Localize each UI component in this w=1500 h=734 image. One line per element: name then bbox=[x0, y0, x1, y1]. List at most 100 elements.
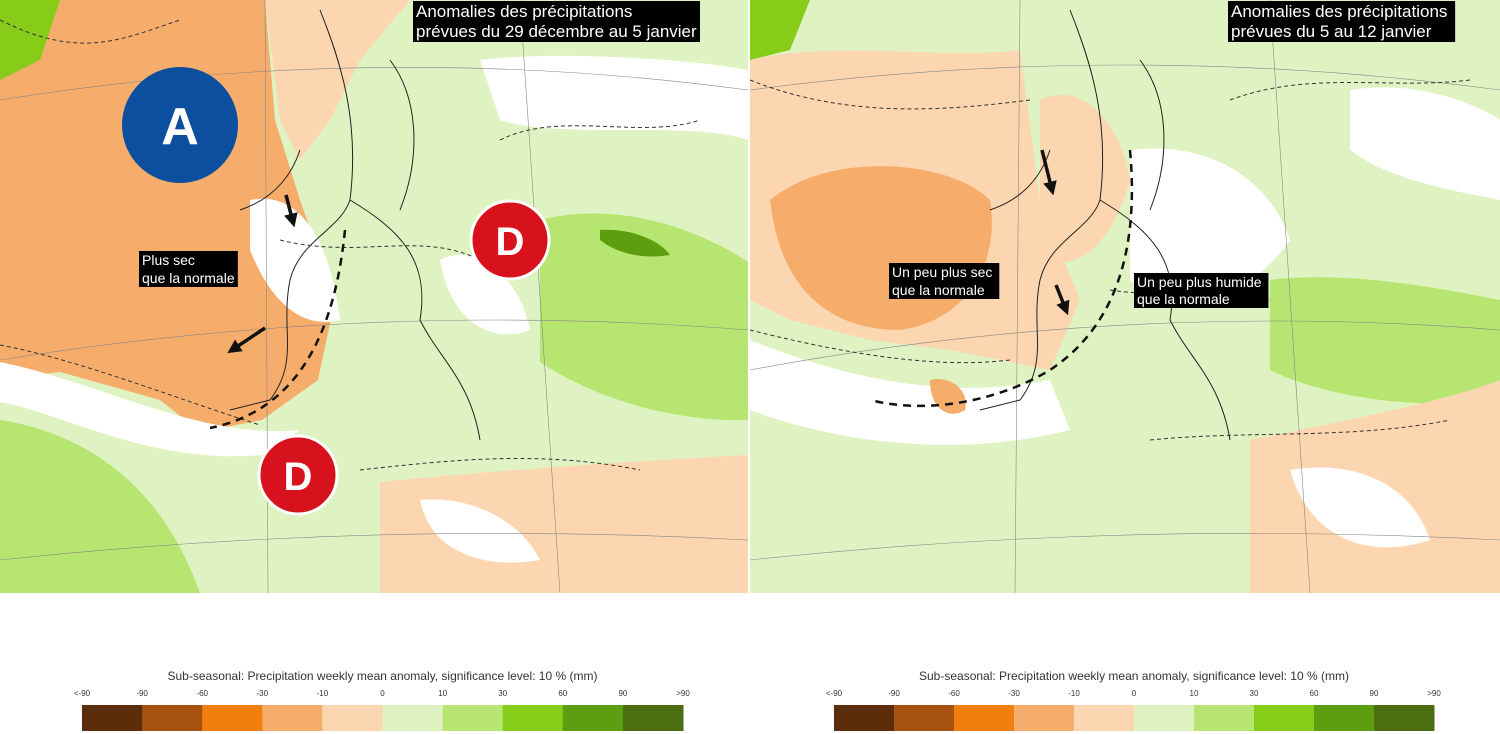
neutral-area bbox=[1350, 87, 1500, 200]
colorbar-label: -30 bbox=[1008, 689, 1020, 698]
map-title: Anomalies des précipitations prévues du … bbox=[1231, 2, 1452, 41]
colorbar-swatch bbox=[202, 705, 263, 731]
dashed-arc bbox=[869, 149, 1134, 408]
colorbar-legend: Sub-seasonal: Precipitation weekly mean … bbox=[826, 669, 1441, 731]
graticule bbox=[750, 0, 1500, 593]
colorbar-swatch bbox=[502, 705, 564, 731]
colorbar-label: -60 bbox=[948, 689, 960, 698]
colorbar-label: <-90 bbox=[74, 689, 91, 698]
colorbar-swatch bbox=[1014, 705, 1075, 731]
pressure-label: A bbox=[161, 98, 199, 156]
colorbar-label: 10 bbox=[438, 689, 447, 698]
colorbar-swatch bbox=[1074, 705, 1135, 731]
colorbar-label: 30 bbox=[1250, 689, 1259, 698]
colorbar-swatch bbox=[1254, 705, 1315, 731]
arrow bbox=[1040, 149, 1057, 196]
colorbar-label: -60 bbox=[196, 689, 208, 698]
label-box bbox=[139, 251, 238, 287]
title-line: prévues du 29 décembre au 5 janvier bbox=[416, 22, 697, 41]
colorbar-swatch bbox=[442, 705, 504, 731]
pressure-symbol bbox=[469, 199, 551, 281]
pressure-symbol bbox=[257, 434, 339, 516]
legend-title: Sub-seasonal: Precipitation weekly mean … bbox=[168, 669, 598, 683]
pressure-label: D bbox=[284, 455, 313, 499]
annotation: Un peu plus humide que la normale bbox=[1137, 274, 1265, 307]
colorbar-label: -90 bbox=[136, 689, 148, 698]
map-title: Anomalies des précipitations prévues du … bbox=[416, 2, 697, 41]
neutral-area bbox=[750, 340, 1070, 445]
wet-area bbox=[600, 229, 670, 257]
annotation-line: Plus sec bbox=[142, 252, 195, 268]
title-line: Anomalies des précipitations bbox=[416, 2, 632, 21]
colorbar-label: 60 bbox=[558, 689, 567, 698]
coastline bbox=[979, 9, 1231, 441]
dry-area bbox=[380, 455, 748, 593]
coastline bbox=[229, 9, 481, 441]
colorbar-label: -10 bbox=[1068, 689, 1080, 698]
wet-area bbox=[0, 0, 60, 80]
colorbar-swatch bbox=[1194, 705, 1255, 731]
wet-area bbox=[750, 0, 810, 60]
colorbar-swatch bbox=[1314, 705, 1375, 731]
legends: Sub-seasonal: Precipitation weekly mean … bbox=[74, 669, 1441, 731]
colorbar-swatch bbox=[894, 705, 955, 731]
colorbar-swatch bbox=[382, 705, 444, 731]
annotation-line: Un peu plus sec bbox=[892, 264, 992, 280]
map-panel: Un peu plus sec que la normale Un peu pl… bbox=[750, 0, 1500, 593]
annotation-line: Un peu plus humide bbox=[1137, 274, 1262, 290]
colorbar-label: -10 bbox=[317, 689, 329, 698]
colorbar-label: 30 bbox=[498, 689, 507, 698]
arrow bbox=[284, 194, 298, 228]
colorbar-label: <-90 bbox=[826, 689, 843, 698]
colorbar-swatch bbox=[82, 705, 143, 731]
map-body bbox=[750, 0, 1500, 593]
neutral-area bbox=[420, 499, 540, 563]
annotation: Un peu plus sec que la normale bbox=[892, 264, 996, 298]
colorbar-swatch bbox=[834, 705, 895, 731]
wet-area bbox=[0, 420, 200, 593]
annotation-line: que la normale bbox=[142, 270, 235, 286]
colorbar-label: 90 bbox=[1370, 689, 1379, 698]
colorbar-swatch bbox=[1134, 705, 1195, 731]
graticule bbox=[0, 0, 748, 593]
annotation-line: que la normale bbox=[1137, 291, 1230, 307]
colorbar-label: >90 bbox=[1427, 689, 1441, 698]
label-box bbox=[889, 263, 1000, 299]
title-line: prévues du 5 au 12 janvier bbox=[1231, 22, 1432, 41]
label-box bbox=[1134, 273, 1269, 308]
colorbar-swatch bbox=[262, 705, 323, 731]
colorbar-label: 60 bbox=[1310, 689, 1319, 698]
pressure-symbol bbox=[122, 67, 238, 183]
map-panel: A D D Plus sec que la normale Anomalies … bbox=[0, 0, 748, 593]
colorbar-label: >90 bbox=[676, 689, 690, 698]
colorbar-swatch bbox=[322, 705, 383, 731]
annotation-line: que la normale bbox=[892, 282, 985, 298]
colorbar-label: 0 bbox=[1132, 689, 1137, 698]
pressure-label: D bbox=[496, 220, 525, 264]
neutral-area bbox=[1130, 148, 1290, 301]
neutral-area bbox=[0, 362, 300, 457]
arrow bbox=[227, 326, 266, 354]
label-box bbox=[1228, 1, 1456, 42]
label-box bbox=[413, 1, 701, 42]
arrow bbox=[1054, 284, 1070, 316]
wet-area bbox=[1270, 277, 1500, 404]
colorbar-legend: Sub-seasonal: Precipitation weekly mean … bbox=[74, 669, 690, 731]
colorbar-label: -90 bbox=[888, 689, 900, 698]
dry-area bbox=[265, 0, 410, 160]
dry-area bbox=[1040, 94, 1130, 262]
colorbar-swatch bbox=[142, 705, 203, 731]
neutral-area bbox=[480, 55, 748, 140]
title-line: Anomalies des précipitations bbox=[1231, 2, 1447, 21]
dashed-arc bbox=[209, 229, 347, 430]
colorbar-swatch bbox=[954, 705, 1015, 731]
neutral-area bbox=[440, 254, 530, 335]
neutral-area bbox=[250, 198, 340, 322]
legend-title: Sub-seasonal: Precipitation weekly mean … bbox=[919, 669, 1349, 683]
colorbar-swatch bbox=[622, 705, 684, 731]
annotation: Plus sec que la normale bbox=[142, 252, 235, 286]
significance-contour bbox=[0, 19, 701, 471]
wet-area bbox=[540, 213, 748, 421]
